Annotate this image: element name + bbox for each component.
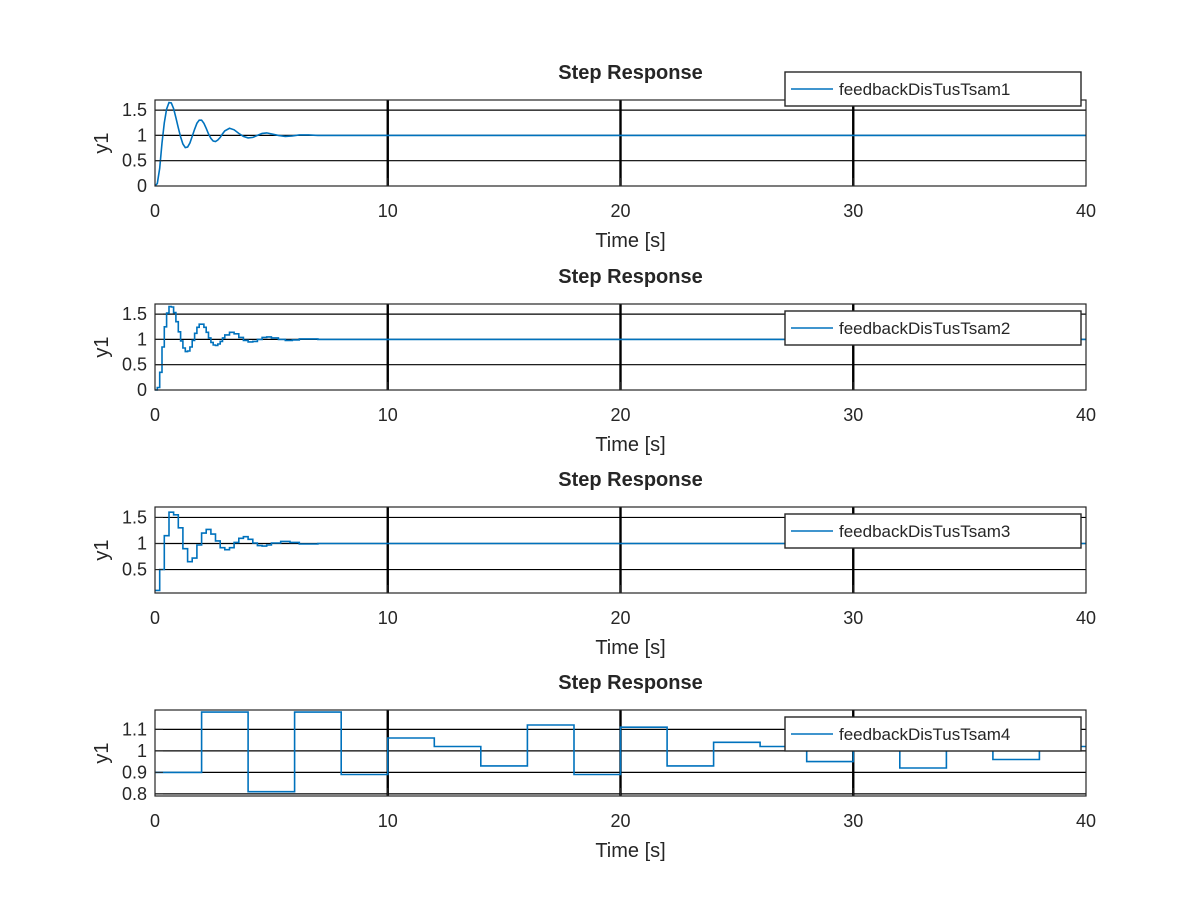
x-tick-label: 40 xyxy=(1076,405,1096,425)
legend: feedbackDisTusTsam1 xyxy=(784,71,1082,107)
series-line-1 xyxy=(155,511,1086,592)
legend-entry: feedbackDisTusTsam2 xyxy=(839,319,1010,338)
legend: feedbackDisTusTsam2 xyxy=(784,310,1082,346)
x-tick-label: 0 xyxy=(150,405,160,425)
x-tick-label: 20 xyxy=(610,201,630,221)
subplot-2: 0 10 20 30 40 0 0.5 1 1.5 Step Response Time [s] y1… xyxy=(91,266,1096,456)
x-tick-label: 10 xyxy=(378,201,398,221)
y-tick-label: 1 xyxy=(137,533,147,553)
y-tick-label: 0.5 xyxy=(122,560,147,580)
series-line-1 xyxy=(155,305,1086,391)
x-tick-label: 40 xyxy=(1076,608,1096,628)
x-tick-label: 40 xyxy=(1076,201,1096,221)
y-tick-label: 0.5 xyxy=(122,355,147,375)
series-line-1 xyxy=(154,101,1086,187)
legend-entry: feedbackDisTusTsam3 xyxy=(839,522,1010,541)
chart-title: Step Response xyxy=(558,62,702,84)
x-tick-label: 0 xyxy=(150,608,160,628)
legend: feedbackDisTusTsam4 xyxy=(784,716,1082,752)
chart-title: Step Response xyxy=(558,469,702,491)
x-tick-label: 30 xyxy=(843,811,863,831)
y-axis-label: y1 xyxy=(91,336,113,357)
legend: feedbackDisTusTsam3 xyxy=(784,513,1082,549)
y-tick-label: 1.5 xyxy=(122,507,147,527)
y-tick-label: 0 xyxy=(137,380,147,400)
x-axis-label: Time [s] xyxy=(595,230,665,252)
series-line-1 xyxy=(155,711,1086,793)
x-tick-label: 0 xyxy=(150,201,160,221)
x-axis-label: Time [s] xyxy=(595,434,665,456)
legend-box xyxy=(784,513,1082,549)
y-axis-label: y1 xyxy=(91,742,113,763)
legend-box xyxy=(784,71,1082,107)
x-tick-label: 10 xyxy=(378,811,398,831)
subplot-4: 0 10 20 30 40 0.80.911.1 Step Response Time [s]… xyxy=(91,672,1096,862)
y-tick-label: 0.9 xyxy=(122,762,147,782)
x-tick-label: 20 xyxy=(610,811,630,831)
y-tick-label: 1 xyxy=(137,329,147,349)
y-tick-label: 1 xyxy=(137,125,147,145)
x-tick-label: 10 xyxy=(378,405,398,425)
x-tick-label: 10 xyxy=(378,608,398,628)
y-tick-label: 1 xyxy=(137,741,147,761)
x-tick-label: 20 xyxy=(610,608,630,628)
chart-title: Step Response xyxy=(558,266,702,288)
x-axis-label: Time [s] xyxy=(595,637,665,659)
x-axis-label: Time [s] xyxy=(595,840,665,862)
x-tick-label: 30 xyxy=(843,608,863,628)
y-tick-label: 0.5 xyxy=(122,151,147,171)
legend-entry: feedbackDisTusTsam1 xyxy=(839,80,1010,99)
legend-entry: feedbackDisTusTsam4 xyxy=(839,725,1010,744)
y-axis-label: y1 xyxy=(91,132,113,153)
y-tick-label: 1.5 xyxy=(122,100,147,120)
legend-box xyxy=(784,716,1082,752)
y-tick-label: 1.1 xyxy=(122,719,147,739)
subplot-3: 0 10 20 30 40 0.5 1 1.5 Step Response Time [s] y1 f… xyxy=(91,469,1096,659)
y-axis-label: y1 xyxy=(91,539,113,560)
chart-title: Step Response xyxy=(558,672,702,694)
x-tick-label: 30 xyxy=(843,201,863,221)
x-tick-label: 0 xyxy=(150,811,160,831)
x-tick-label: 40 xyxy=(1076,811,1096,831)
y-tick-label: 1.5 xyxy=(122,304,147,324)
legend-box xyxy=(784,310,1082,346)
subplot-1: 0 10 20 30 40 0 0.5 1 1.5 Step Response Time [s] y1… xyxy=(91,62,1096,252)
x-tick-label: 20 xyxy=(610,405,630,425)
x-tick-label: 30 xyxy=(843,405,863,425)
y-tick-label: 0.8 xyxy=(122,784,147,804)
y-tick-label: 0 xyxy=(137,176,147,196)
